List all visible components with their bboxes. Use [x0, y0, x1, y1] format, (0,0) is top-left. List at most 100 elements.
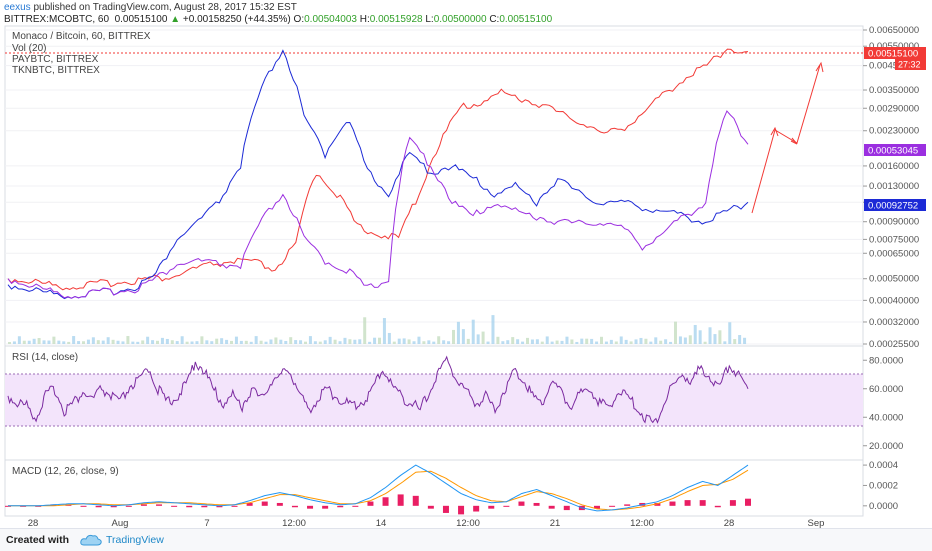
rsi-band-fill — [5, 374, 863, 426]
projection-arrows — [751, 61, 824, 214]
volume-bar — [629, 341, 633, 344]
volume-bar — [624, 339, 628, 344]
volume-bar — [274, 337, 278, 344]
price-tick-label: 0.00090000 — [869, 217, 919, 228]
footer-brand-link[interactable]: TradingView — [106, 534, 164, 546]
macd-histogram-bar — [307, 505, 314, 509]
macd-histogram-bar — [231, 505, 238, 507]
volume-bar — [136, 341, 140, 344]
macd-signal-line — [8, 469, 749, 511]
time-tick-label: Sep — [808, 518, 825, 528]
volume-bar — [703, 341, 707, 344]
volume-bar — [368, 341, 372, 344]
volume-bar — [590, 338, 594, 344]
volume-bar — [131, 341, 135, 344]
macd-histogram-bar — [367, 501, 374, 506]
time-tick-label: 12:00 — [630, 518, 654, 528]
volume-bar — [378, 337, 381, 344]
price-tick-label: 0.00350000 — [869, 85, 919, 96]
volume-bar — [249, 341, 253, 344]
volume-bar — [42, 340, 46, 344]
volume-bar — [674, 321, 677, 344]
volume-bar — [422, 341, 426, 344]
volume-bar — [57, 340, 61, 344]
volume-bar — [575, 341, 579, 344]
macd-tick-label: 0.0000 — [869, 501, 898, 512]
macd-histogram-bar — [684, 500, 691, 506]
volume-bar — [614, 341, 618, 344]
volume-bar — [392, 341, 396, 344]
countdown-value: 27:32 — [898, 60, 921, 70]
volume-bar — [466, 338, 470, 344]
pay-last-box — [864, 199, 926, 211]
volume-bar — [62, 341, 66, 344]
volume-bar — [654, 337, 658, 344]
macd-tick-label: 0.0002 — [869, 480, 898, 491]
volume-bar — [402, 338, 406, 344]
volume-bar — [397, 338, 401, 344]
volume-bar — [220, 338, 224, 344]
author-link[interactable]: eexus — [4, 2, 31, 13]
pay-last-marker: 0.00092752 — [864, 199, 926, 212]
volume-bar — [101, 340, 105, 344]
price-tick-label: 0.00040000 — [869, 295, 919, 306]
volume-bar — [200, 336, 204, 344]
volume-bar — [688, 335, 692, 344]
volume-bar — [190, 341, 194, 344]
volume-bar — [170, 340, 174, 344]
macd-histogram-bar — [563, 505, 570, 511]
macd-histogram-bar — [473, 505, 480, 512]
pay-line — [7, 49, 749, 300]
volume-bar — [343, 337, 347, 344]
macd-histogram-bar — [699, 500, 706, 506]
macd-histogram-bar — [80, 505, 87, 507]
volume-bar — [323, 340, 327, 344]
volume-bar — [328, 336, 332, 344]
high-value: 0.00515928 — [369, 14, 423, 25]
mco-line — [7, 48, 749, 291]
time-tick-label: 7 — [204, 518, 209, 528]
price-tick-label: 0.00650000 — [869, 25, 919, 36]
macd-histogram-bar — [171, 505, 178, 507]
price-tick-label: 0.00025500 — [869, 339, 919, 350]
volume-bar — [713, 334, 717, 344]
volume-bar — [279, 339, 283, 344]
volume-bar — [501, 341, 505, 344]
volume-bar — [595, 341, 599, 344]
macd-histogram-bar — [95, 505, 102, 508]
volume-bar — [126, 336, 130, 344]
volume-bar — [195, 341, 199, 344]
arrow-head-1 — [770, 126, 779, 137]
macd-histogram-bar — [186, 505, 193, 508]
tkn-last-marker: 0.00053045 — [864, 144, 926, 157]
volume-bar — [338, 341, 342, 344]
volume-bar — [318, 341, 322, 344]
macd-histogram-bar — [291, 505, 298, 508]
price-tick-label: 0.00230000 — [869, 126, 919, 137]
low-value: 0.00500000 — [433, 14, 487, 25]
macd-histogram-bar — [382, 497, 389, 506]
price-tick-label: 0.00160000 — [869, 161, 919, 172]
rsi-line — [7, 355, 749, 424]
mco-last-value: 0.00515100 — [868, 49, 918, 60]
volume-bar — [481, 331, 485, 344]
macd-histogram-bar — [745, 498, 751, 506]
macd-histogram-bar — [140, 504, 147, 506]
cloud-icon — [80, 534, 102, 546]
volume-bar — [308, 336, 312, 344]
volume-bar — [72, 336, 76, 344]
volume-bar — [526, 337, 529, 344]
volume-bar — [619, 336, 623, 344]
price-tick-label: 0.00075000 — [869, 234, 919, 245]
macd-histogram-bar — [624, 504, 631, 506]
volume-bar — [664, 339, 668, 344]
macd-histogram-bar — [201, 505, 208, 508]
macd-histogram-bar — [216, 505, 223, 508]
volume-bar — [47, 340, 51, 344]
rsi-title: RSI (14, close) — [12, 352, 78, 363]
price-change: +0.00158250 (+44.35%) — [182, 14, 291, 25]
open-label: O: — [293, 14, 305, 25]
macd-histogram-bar — [442, 505, 449, 513]
volume-bar — [609, 339, 613, 344]
volume-bar — [82, 341, 85, 344]
